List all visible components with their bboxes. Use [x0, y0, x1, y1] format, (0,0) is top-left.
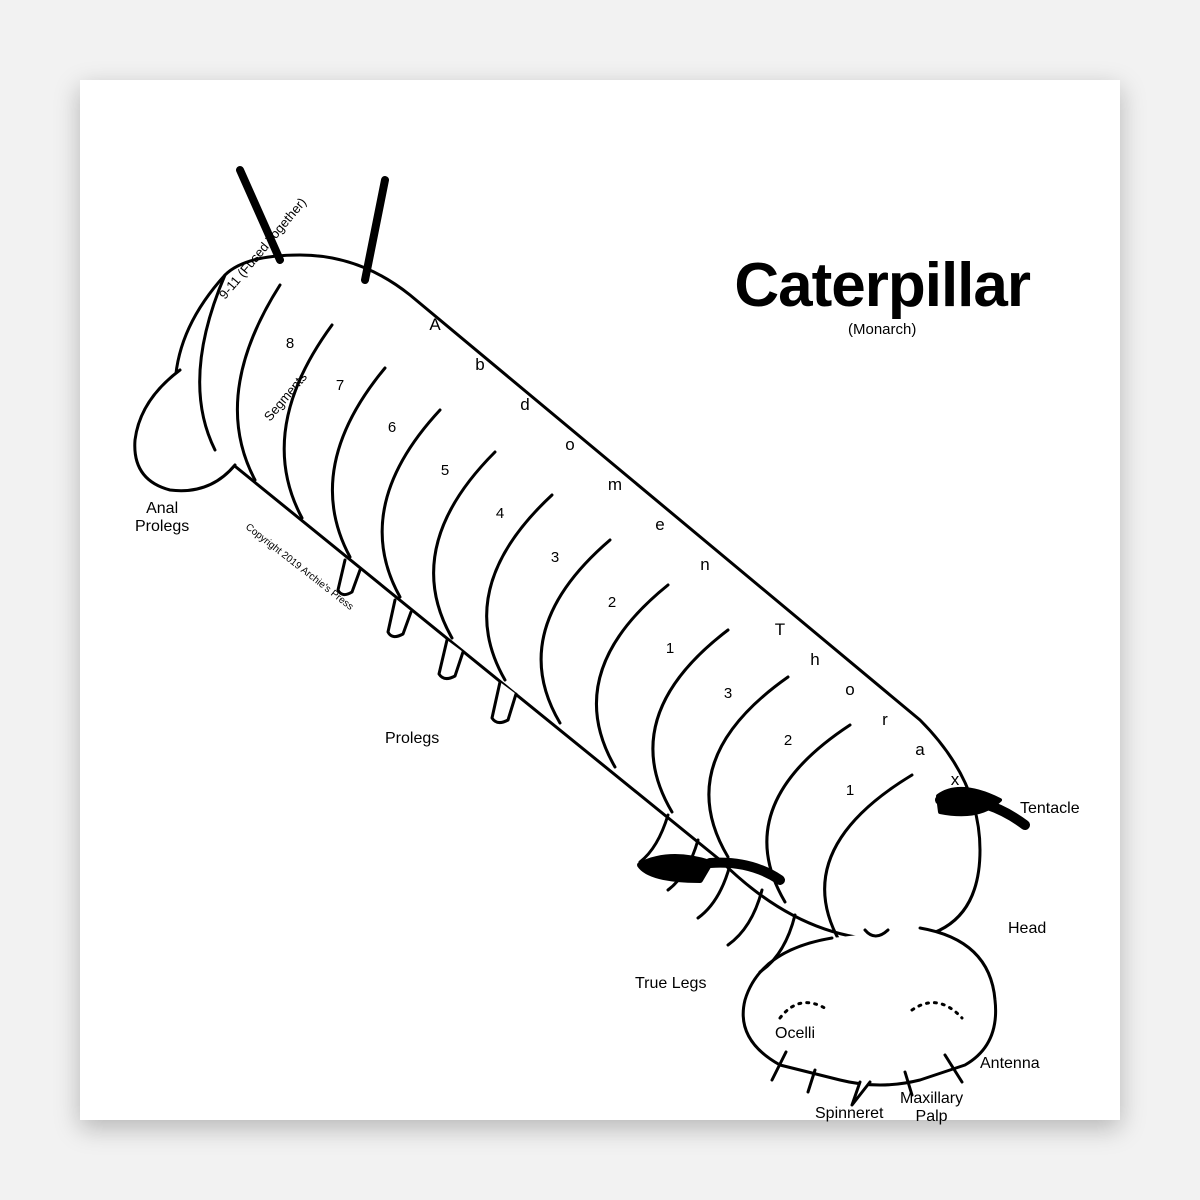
caterpillar-diagram: 8 7 6 5 4 3 2 1 3 2 1 9-11 (Fused Togeth… — [80, 80, 1120, 1120]
seg-num-2a: 2 — [608, 594, 616, 611]
label-anal-prolegs: AnalProlegs — [135, 500, 189, 537]
region-abdomen-A: A — [429, 315, 441, 334]
seg-num-1a: 1 — [666, 640, 674, 657]
region-abdomen-e: e — [655, 515, 664, 534]
seg-num-5: 5 — [441, 462, 449, 479]
seg-num-4: 4 — [496, 505, 504, 522]
label-prolegs: Prolegs — [385, 730, 439, 748]
region-thorax-x: x — [951, 770, 960, 789]
region-abdomen-b: b — [475, 355, 484, 374]
region-thorax-T: T — [775, 620, 785, 639]
seg-num-6: 6 — [388, 419, 396, 436]
label-maxillary-palp: MaxillaryPalp — [900, 1090, 963, 1127]
seg-num-3t: 3 — [724, 685, 732, 702]
seg-num-7: 7 — [336, 377, 344, 394]
region-thorax-h: h — [810, 650, 819, 669]
region-abdomen-o: o — [565, 435, 574, 454]
label-true-legs: True Legs — [635, 975, 706, 993]
region-thorax-a: a — [915, 740, 925, 759]
region-abdomen-m: m — [608, 475, 622, 494]
region-thorax-o: o — [845, 680, 854, 699]
label-spinneret: Spinneret — [815, 1105, 884, 1123]
label-tentacle: Tentacle — [1020, 800, 1080, 818]
region-abdomen-n: n — [700, 555, 709, 574]
seg-num-2t: 2 — [784, 732, 792, 749]
seg-num-3a: 3 — [551, 549, 559, 566]
label-head: Head — [1008, 920, 1046, 938]
seg-num-1t: 1 — [846, 782, 854, 799]
diagram-card: Caterpillar (Monarch) — [80, 80, 1120, 1120]
seg-num-8: 8 — [286, 335, 294, 352]
label-ocelli: Ocelli — [775, 1025, 815, 1043]
label-antenna: Antenna — [980, 1055, 1040, 1073]
region-abdomen-d: d — [520, 395, 529, 414]
region-thorax-r: r — [882, 710, 888, 729]
